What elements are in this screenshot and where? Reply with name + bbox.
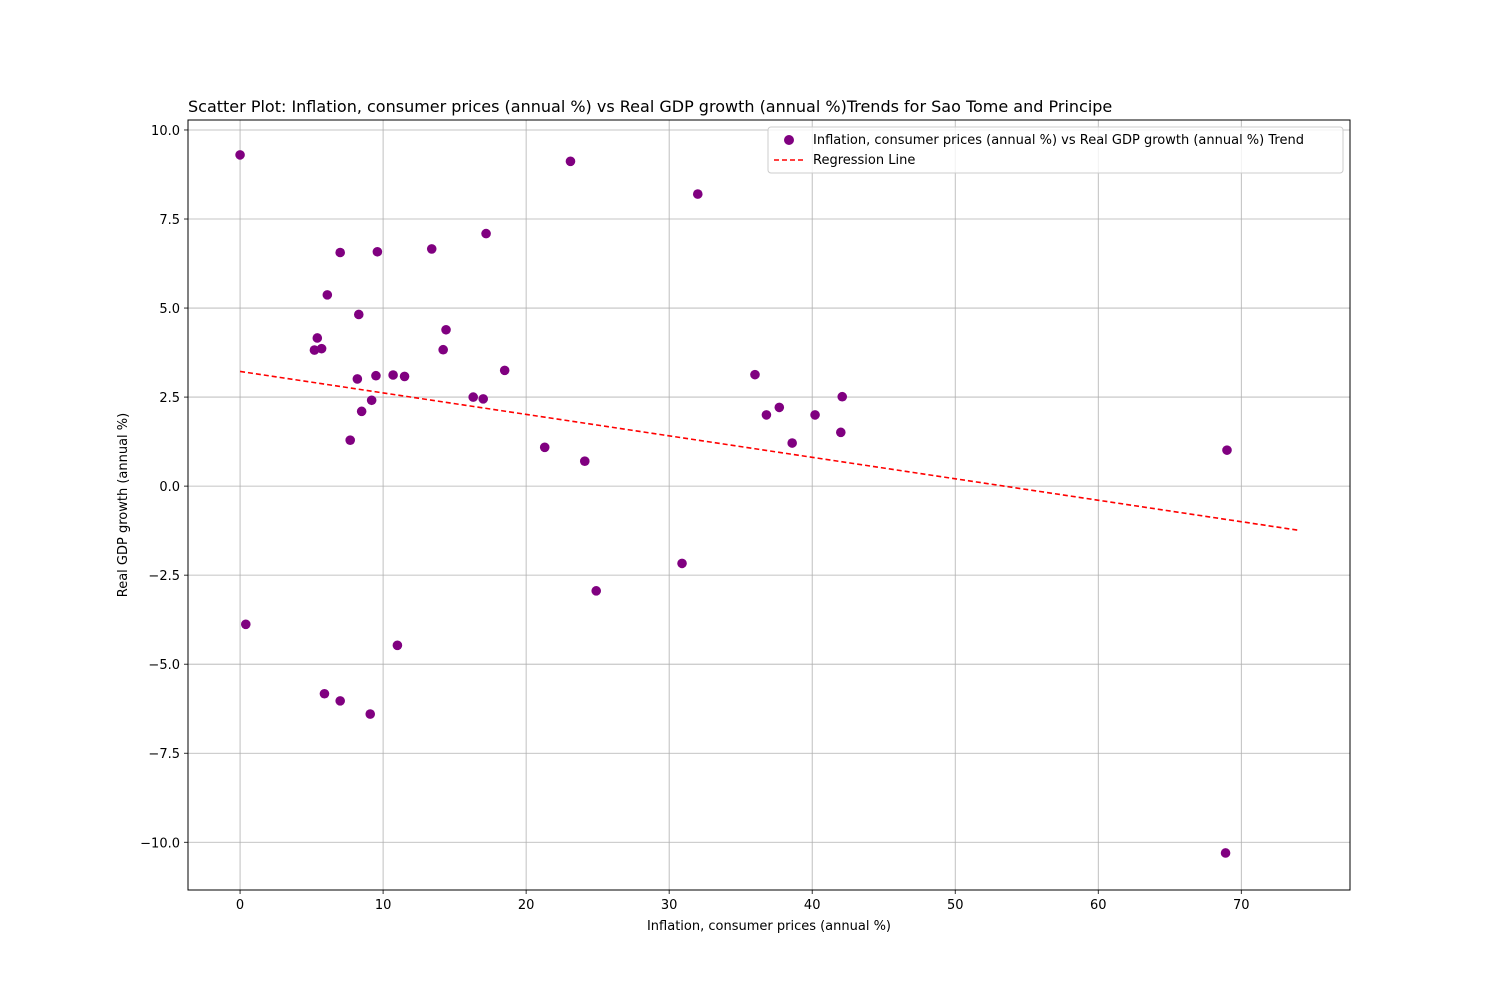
x-tick-label: 0	[236, 898, 244, 913]
x-tick-label: 50	[947, 898, 964, 913]
scatter-point	[316, 343, 327, 354]
scatter-point	[539, 442, 550, 453]
x-tick-label: 30	[661, 898, 678, 913]
scatter-point	[322, 290, 333, 300]
scatter-point	[1220, 848, 1231, 858]
scatter-point	[240, 619, 251, 630]
scatter-point	[677, 558, 687, 569]
scatter-point	[836, 427, 846, 438]
scatter-point	[335, 247, 345, 258]
y-tick-label: 10.0	[151, 124, 180, 139]
scatter-point	[399, 371, 410, 382]
plot-frame	[187, 119, 1351, 891]
legend-marker-scatter	[784, 135, 794, 145]
scatter-point	[235, 150, 245, 160]
y-tick-label: −5.0	[148, 658, 180, 673]
scatter-point	[352, 374, 363, 384]
scatter-point	[371, 370, 381, 381]
y-tick-label: 2.5	[159, 391, 180, 406]
y-tick-label: −7.5	[148, 747, 180, 762]
regression-layer	[239, 370, 1299, 532]
x-tick-label: 60	[1090, 898, 1107, 913]
scatter-point	[441, 324, 451, 335]
scatter-point	[774, 402, 785, 413]
scatter-point	[319, 688, 330, 699]
legend-label-regression: Regression Line	[813, 153, 915, 168]
tick-layer: 0 10 20 30 40 50 60 70 10.0 7.5 5.0 2.5 0.0 −2.5 −5.0 −…	[140, 124, 1249, 913]
y-tick-label: 7.5	[159, 213, 180, 228]
scatter-point	[366, 395, 377, 406]
points-layer	[235, 150, 1232, 858]
scatter-point	[1222, 445, 1232, 455]
x-tick-label: 10	[375, 898, 392, 913]
y-tick-label: −2.5	[148, 569, 180, 584]
scatter-point	[353, 309, 364, 320]
scatter-point	[345, 435, 355, 445]
scatter-point	[810, 410, 820, 420]
scatter-point	[692, 189, 703, 199]
scatter-point	[591, 586, 602, 596]
scatter-point	[565, 156, 576, 167]
scatter-point	[499, 365, 510, 376]
y-tick-label: 5.0	[159, 302, 180, 317]
x-axis-label: Inflation, consumer prices (annual %)	[647, 919, 891, 934]
scatter-point	[478, 394, 489, 404]
scatter-point	[837, 391, 848, 402]
grid-layer	[188, 120, 1350, 890]
scatter-point	[372, 246, 383, 257]
scatter-point	[761, 410, 772, 420]
x-tick-label: 20	[518, 898, 535, 913]
scatter-point	[468, 392, 479, 402]
legend: Inflation, consumer prices (annual %) vs…	[767, 126, 1344, 174]
scatter-point	[392, 640, 403, 651]
x-tick-label: 40	[804, 898, 821, 913]
scatter-point	[309, 345, 320, 355]
scatter-point	[481, 228, 491, 239]
scatter-point	[426, 244, 437, 254]
y-axis-label: Real GDP growth (annual %)	[116, 413, 131, 597]
y-tick-label: −10.0	[140, 836, 180, 851]
scatter-point	[787, 438, 797, 448]
scatter-point	[356, 406, 367, 417]
scatter-point	[750, 369, 760, 380]
scatter-point	[365, 709, 376, 719]
scatter-point	[335, 696, 345, 706]
y-tick-label: 0.0	[159, 480, 180, 495]
regression-line	[239, 370, 1299, 532]
scatter-point	[579, 456, 590, 466]
legend-box	[767, 126, 1344, 174]
x-tick-label: 70	[1233, 898, 1250, 913]
scatter-point	[438, 344, 448, 355]
scatter-point	[388, 370, 398, 380]
chart-title: Scatter Plot: Inflation, consumer prices…	[188, 97, 1112, 116]
legend-label-scatter: Inflation, consumer prices (annual %) vs…	[813, 133, 1304, 148]
scatter-point	[312, 333, 323, 343]
